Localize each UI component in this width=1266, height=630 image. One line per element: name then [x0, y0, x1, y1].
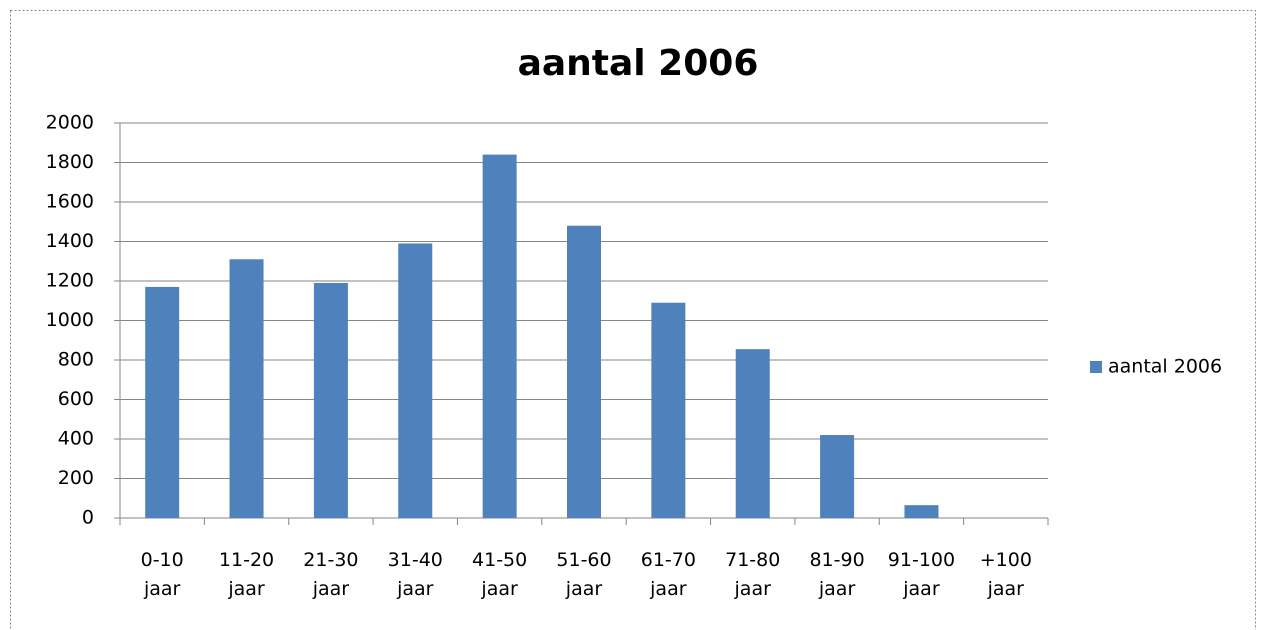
bar [482, 154, 517, 518]
y-tick-label: 800 [58, 349, 94, 371]
y-tick-label: 600 [58, 388, 94, 410]
bar [651, 302, 686, 518]
y-tick-label: 1400 [46, 230, 94, 252]
x-tick-label: 61-70 jaar [640, 549, 696, 600]
y-tick-label: 1000 [46, 309, 94, 331]
bar [820, 435, 855, 518]
y-tick-label: 1200 [46, 270, 94, 292]
frame [10, 10, 1256, 630]
y-tick-label: 0 [82, 507, 94, 529]
x-tick-label: 0-10 jaar [140, 549, 184, 600]
x-tick-label: 31-40 jaar [387, 549, 443, 600]
y-tick-label: 1800 [46, 151, 94, 173]
legend-swatch [1090, 361, 1102, 373]
legend-label: aantal 2006 [1108, 356, 1222, 378]
x-tick-label: 21-30 jaar [303, 549, 359, 600]
bar [229, 259, 264, 518]
x-tick-label: 71-80 jaar [725, 549, 781, 600]
bar [735, 349, 770, 518]
x-tick-label: 91-100 jaar [887, 549, 956, 600]
bar [567, 225, 601, 518]
x-tick-label: 11-20 jaar [218, 549, 275, 600]
y-tick-label: 400 [58, 428, 94, 450]
x-tick-label: 41-50 jaar [472, 549, 528, 600]
y-tick-label: 1600 [46, 191, 94, 213]
y-tick-label: 2000 [46, 112, 94, 134]
bar [398, 243, 433, 518]
x-tick-label: +100 jaar [979, 549, 1032, 600]
y-tick-label: 200 [58, 467, 94, 489]
bar [904, 505, 939, 518]
bar [145, 286, 180, 518]
chart-title: aantal 2006 [518, 43, 759, 84]
bar [313, 282, 348, 518]
x-tick-label: 81-90 jaar [809, 549, 865, 600]
x-tick-label: 51-60 jaar [556, 549, 612, 600]
